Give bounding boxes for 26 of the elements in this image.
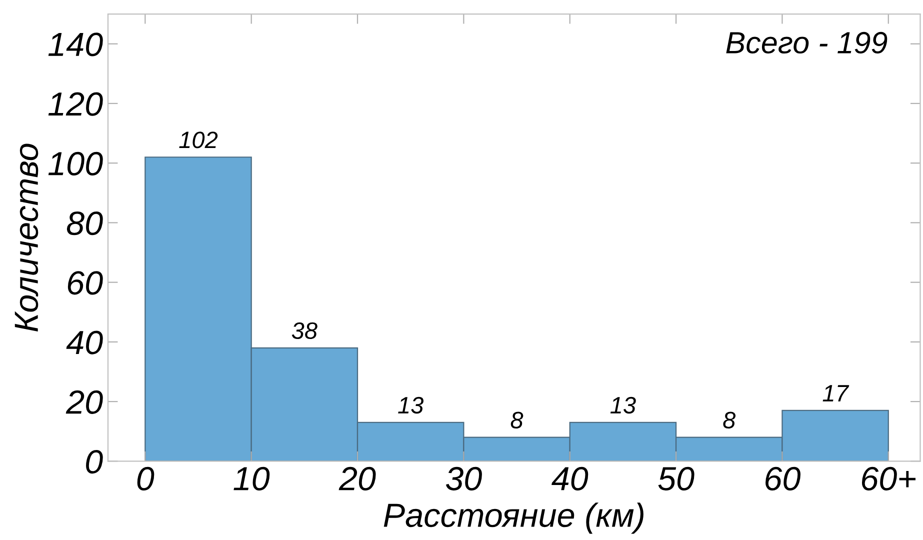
x-axis-title: Расстояние (км) <box>384 502 644 534</box>
data-label: 38 <box>292 322 318 340</box>
data-label: 8 <box>510 412 524 428</box>
y-tick-label: 80 <box>66 212 103 236</box>
y-tick-label: 120 <box>48 92 103 116</box>
y-tick-label: 20 <box>66 390 103 414</box>
data-label: 13 <box>610 396 636 414</box>
x-tick-label: 50 <box>658 466 694 491</box>
data-label: 13 <box>398 396 424 414</box>
data-label: 102 <box>179 132 218 148</box>
data-label: 17 <box>822 385 850 402</box>
x-tick-label: 0 <box>137 466 154 491</box>
x-tick-label: 20 <box>338 466 376 491</box>
y-axis-title: Количество <box>14 144 38 332</box>
x-tick-label: 10 <box>234 466 270 491</box>
data-label: 8 <box>723 412 736 428</box>
y-tick-label: 100 <box>48 152 103 176</box>
y-tick-label: 60 <box>68 271 103 295</box>
annotation: Всего - 199 <box>726 32 888 54</box>
y-tick-label: 0 <box>86 450 103 474</box>
y-tick-label: 40 <box>66 330 103 354</box>
x-tick-label: 30 <box>446 466 482 491</box>
x-tick-label: 60+ <box>862 466 916 491</box>
x-tick-label: 60 <box>766 466 800 491</box>
x-tick-label: 40 <box>552 466 588 491</box>
y-tick-label: 140 <box>48 32 103 56</box>
